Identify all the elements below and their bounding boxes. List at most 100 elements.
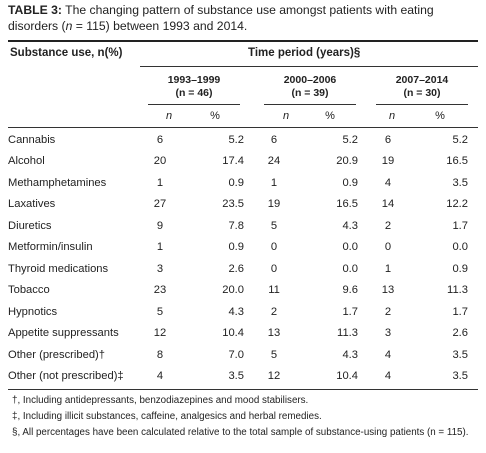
table-row: Tobacco 23 20.0 11 9.6 13 11.3 — [8, 280, 478, 302]
cell-percent: 3.5 — [452, 348, 468, 361]
cell-count: 23 — [153, 284, 167, 297]
period-2-years: 2000–2006 — [283, 74, 337, 86]
cell-count: 9 — [156, 219, 164, 232]
cell-percent: 1.7 — [452, 305, 468, 318]
cell-percent: 11.3 — [337, 327, 358, 340]
top-rule — [8, 40, 478, 42]
cell-count: 19 — [381, 155, 395, 168]
cell-percent: 20.9 — [336, 155, 358, 168]
cell-count: 14 — [381, 198, 395, 211]
cell-percent: 1.7 — [342, 305, 358, 318]
cell-count: 3 — [156, 262, 164, 275]
cell-percent: 4.3 — [342, 348, 358, 361]
col-pct-2: % — [325, 110, 335, 122]
period-2-count: (n = 39) — [291, 87, 329, 99]
caption-n: n — [65, 18, 73, 33]
cell-count: 20 — [153, 155, 167, 168]
period-2-header: 2000–2006 (n = 39) — [266, 74, 354, 100]
cell-count: 4 — [156, 370, 164, 383]
footnote-3: §, All percentages have been calculated … — [12, 427, 469, 438]
cell-percent: 3.5 — [452, 176, 468, 189]
period-1-count: (n = 46) — [175, 87, 213, 99]
cell-count: 4 — [384, 176, 392, 189]
footnote-2: ‡, Including illicit substances, caffein… — [12, 411, 322, 422]
cell-count: 19 — [267, 198, 281, 211]
table-caption: TABLE 3: The changing pattern of substan… — [8, 3, 478, 34]
table-row: Other (prescribed)† 8 7.0 5 4.3 4 3.5 — [8, 344, 478, 366]
cell-percent: 4.3 — [342, 219, 358, 232]
cell-percent: 0.9 — [228, 241, 244, 254]
cell-count: 6 — [156, 133, 164, 146]
cell-percent: 3.5 — [452, 370, 468, 383]
period-3-rule — [376, 104, 468, 105]
time-period-header: Time period (years)§ — [248, 47, 361, 59]
table-row: Diuretics 9 7.8 5 4.3 2 1.7 — [8, 215, 478, 237]
cell-percent: 5.2 — [452, 133, 468, 146]
cell-count: 1 — [270, 176, 278, 189]
row-label: Other (not prescribed)‡ — [8, 370, 124, 383]
data-table: Cannabis 6 5.2 6 5.2 6 5.2 Alcohol 20 17.4 24 20.9 1… — [8, 129, 478, 387]
cell-percent: 10.4 — [222, 327, 244, 340]
cell-percent: 9.6 — [342, 284, 358, 297]
row-label: Cannabis — [8, 133, 56, 146]
row-label: Laxatives — [8, 198, 56, 211]
row-label: Alcohol — [8, 155, 45, 168]
cell-percent: 4.3 — [228, 305, 244, 318]
period-3-years: 2007–2014 — [395, 74, 449, 86]
col-pct-1: % — [210, 110, 220, 122]
period-rule — [140, 66, 478, 67]
cell-percent: 11.3 — [447, 284, 468, 297]
cell-count: 5 — [156, 305, 164, 318]
cell-percent: 3.5 — [228, 370, 244, 383]
cell-count: 27 — [153, 198, 167, 211]
cell-count: 0 — [270, 262, 278, 275]
cell-count: 13 — [381, 284, 395, 297]
cell-percent: 17.4 — [222, 155, 244, 168]
cell-percent: 0.9 — [452, 262, 468, 275]
cell-count: 1 — [384, 262, 392, 275]
cell-count: 6 — [270, 133, 278, 146]
cell-percent: 0.9 — [342, 176, 358, 189]
cell-percent: 1.7 — [452, 219, 468, 232]
row-label: Methamphetamines — [8, 176, 107, 189]
period-2-rule — [264, 104, 356, 105]
row-label: Thyroid medications — [8, 262, 109, 275]
cell-percent: 2.6 — [452, 327, 468, 340]
cell-percent: 16.5 — [336, 198, 358, 211]
cell-count: 11 — [268, 284, 280, 297]
footnote-1: †, Including antidepressants, benzodiaze… — [12, 395, 309, 406]
cell-count: 1 — [156, 176, 164, 189]
caption-text-post: = 115) between 1993 and 2014. — [72, 18, 248, 33]
cell-percent: 10.4 — [336, 370, 358, 383]
cell-count: 12 — [267, 370, 281, 383]
cell-count: 5 — [270, 219, 278, 232]
period-1-header: 1993–1999 (n = 46) — [150, 74, 238, 100]
row-label: Metformin/insulin — [8, 241, 93, 254]
col-pct-3: % — [435, 110, 445, 122]
cell-percent: 12.2 — [446, 198, 468, 211]
cell-count: 13 — [267, 327, 281, 340]
cell-percent: 23.5 — [222, 198, 244, 211]
table-row: Metformin/insulin 1 0.9 0 0.0 0 0.0 — [8, 237, 478, 259]
table-row: Cannabis 6 5.2 6 5.2 6 5.2 — [8, 129, 478, 151]
row-label: Diuretics — [8, 219, 52, 232]
cell-count: 12 — [153, 327, 167, 340]
cell-count: 1 — [156, 241, 164, 254]
substance-column-header: Substance use, n(%) — [10, 47, 123, 59]
period-3-count: (n = 30) — [403, 87, 441, 99]
period-3-header: 2007–2014 (n = 30) — [378, 74, 466, 100]
cell-count: 2 — [384, 219, 392, 232]
period-1-rule — [148, 104, 240, 105]
cell-count: 8 — [156, 348, 164, 361]
caption-text-pre: The changing pattern of substance use am… — [8, 3, 434, 33]
row-label: Other (prescribed)† — [8, 348, 105, 361]
table-row: Appetite suppressants 12 10.4 13 11.3 3 2.6 — [8, 323, 478, 345]
table-row: Other (not prescribed)‡ 4 3.5 12 10.4 4 3.5 — [8, 366, 478, 388]
header-rule — [8, 127, 478, 128]
cell-percent: 16.5 — [446, 155, 468, 168]
row-label: Appetite suppressants — [8, 327, 119, 340]
cell-percent: 0.0 — [452, 241, 468, 254]
cell-count: 3 — [384, 327, 392, 340]
cell-percent: 0.0 — [342, 262, 358, 275]
